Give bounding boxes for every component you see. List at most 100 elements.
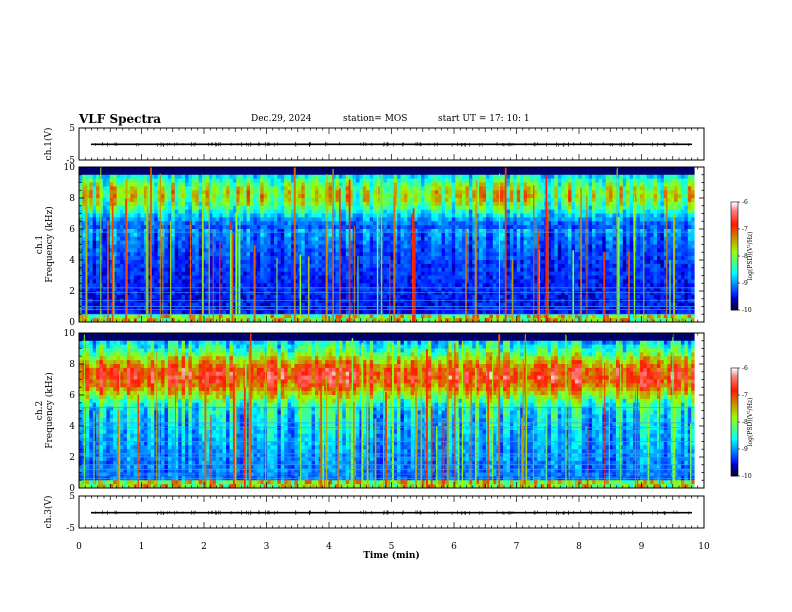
spectrogram-cell: [236, 302, 241, 307]
spectrogram-cell: [328, 314, 333, 319]
spectrogram-cell: [120, 283, 124, 288]
spectrogram-cell: [96, 244, 100, 249]
spectrogram-cell: [414, 167, 418, 172]
spectrogram-cell: [417, 229, 422, 234]
spectrogram-cell: [335, 302, 340, 307]
spectrogram-cell: [434, 174, 439, 179]
spectrogram-cell: [164, 240, 169, 245]
spectrogram-cell: [434, 182, 439, 187]
spectrogram-cell: [359, 244, 364, 249]
spectrogram-cell: [438, 263, 442, 269]
spectrogram-cell: [273, 294, 278, 300]
spectrogram-cell: [215, 318, 220, 322]
spectrogram-cell: [287, 279, 292, 284]
spectrogram-cell: [147, 283, 152, 288]
spectrogram-cell: [243, 194, 247, 199]
spectrogram-cell: [338, 182, 343, 187]
spectrogram-cell: [383, 232, 388, 238]
spectrogram-cell: [133, 194, 138, 199]
spectrogram-cell: [294, 182, 299, 187]
spectrogram-cell: [150, 244, 155, 249]
spectrogram-cell: [263, 178, 268, 183]
spectrogram-cell: [212, 240, 217, 245]
spectrogram-cell: [438, 170, 442, 176]
spectrogram-cell: [198, 283, 203, 288]
spectrogram-cell: [219, 221, 223, 226]
spectrogram-cell: [448, 201, 453, 207]
spectrogram-cell: [366, 294, 371, 300]
spectrogram-cell: [397, 252, 401, 257]
spectrogram-cell: [277, 248, 282, 253]
spectrogram-cell: [253, 213, 258, 218]
spectrogram-cell: [174, 194, 179, 199]
spectrogram-cell: [373, 201, 377, 207]
spectrogram-cell: [109, 217, 114, 222]
spectrogram-cell: [167, 186, 172, 191]
spectrogram-cell: [82, 186, 87, 191]
spectrogram-cell: [256, 221, 261, 226]
spectrogram-cell: [109, 170, 114, 176]
spectrogram-cell: [120, 287, 124, 292]
spectrogram-cell: [304, 174, 309, 179]
spectrogram-cell: [109, 186, 114, 191]
spectrogram-cell: [222, 174, 227, 179]
spectrogram-cell: [335, 287, 340, 292]
spectrogram-cell: [373, 310, 377, 315]
spectrogram-cell: [369, 283, 374, 288]
spectrogram-cell: [414, 240, 418, 245]
spectrogram-cell: [208, 205, 213, 210]
spectrogram-cell: [465, 225, 470, 230]
spectrogram-cell: [410, 194, 415, 199]
spectrogram-cell: [383, 229, 388, 234]
spectrogram-cell: [198, 279, 203, 284]
spectrogram-cell: [427, 167, 432, 172]
spectrogram-cell: [191, 232, 196, 238]
spectrogram-cell: [116, 209, 121, 214]
spectrogram-cell: [198, 205, 203, 210]
spectrogram-cell: [137, 298, 141, 303]
spectrogram-cell: [321, 271, 326, 276]
spectrogram-cell: [414, 248, 418, 253]
spectrogram-cell: [338, 170, 343, 176]
spectrogram-cell: [126, 205, 131, 210]
spectrogram-cell: [232, 174, 237, 179]
spectrogram-cell: [250, 244, 254, 249]
spectrogram-cell: [345, 302, 350, 307]
spectrogram-cell: [434, 194, 439, 199]
spectrogram-cell: [414, 198, 418, 203]
spectrogram-cell: [359, 236, 364, 241]
spectrogram-cell: [458, 201, 463, 207]
spectrogram-cell: [393, 221, 398, 226]
spectrogram-cell: [185, 310, 189, 315]
spectrogram-cell: [308, 283, 312, 288]
spectrogram-cell: [120, 229, 124, 234]
spectrogram-cell: [362, 167, 367, 172]
spectrogram-cell: [455, 260, 459, 265]
spectrogram-cell: [472, 294, 477, 300]
spectrogram-cell: [458, 260, 463, 265]
spectrogram-cell: [318, 225, 323, 230]
spectrogram-cell: [137, 291, 141, 296]
spectrogram-cell: [434, 229, 439, 234]
spectrogram-cell: [403, 263, 408, 269]
spectrogram-cell: [273, 201, 278, 207]
spectrogram-cell: [133, 217, 138, 222]
spectrogram-cell: [164, 310, 169, 315]
spectrogram-cell: [472, 221, 477, 226]
spectrogram-cell: [417, 318, 422, 322]
spectrogram-cell: [291, 240, 295, 245]
spectrogram-cell: [270, 190, 275, 195]
spectrogram-cell: [421, 213, 425, 218]
spectrogram-cell: [304, 302, 309, 307]
spectrogram-cell: [400, 302, 405, 307]
spectrogram-cell: [263, 190, 268, 195]
spectrogram-cell: [116, 263, 121, 269]
spectrogram-cell: [277, 190, 282, 195]
spectrogram-cell: [181, 302, 186, 307]
spectrogram-cell: [434, 213, 439, 218]
spectrogram-cell: [99, 271, 104, 276]
spectrogram-cell: [314, 205, 319, 210]
spectrogram-cell: [328, 225, 333, 230]
spectrogram-cell: [465, 302, 470, 307]
spectrogram-cell: [301, 194, 306, 199]
